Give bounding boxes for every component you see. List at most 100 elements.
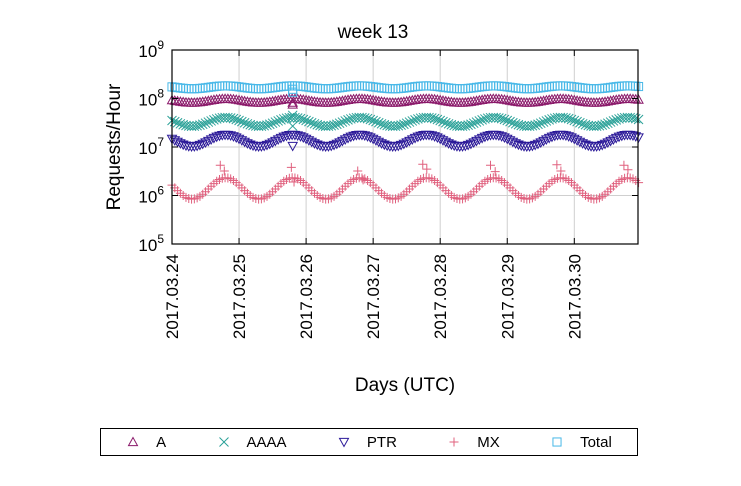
x-axis: 2017.03.24 2017.03.25 2017.03.26 2017.03.27…	[163, 50, 584, 339]
data-point	[197, 139, 209, 150]
data-point	[491, 81, 501, 91]
data-point	[259, 120, 270, 131]
data-point	[189, 142, 200, 152]
data-point	[616, 131, 628, 142]
data-point	[592, 84, 602, 94]
series-ptr	[166, 130, 644, 153]
data-point	[619, 160, 629, 170]
data-point	[318, 84, 328, 94]
data-point	[513, 83, 523, 93]
legend-marker	[338, 437, 350, 448]
data-point	[382, 83, 392, 94]
data-point	[449, 83, 459, 94]
data-point	[178, 119, 189, 130]
data-point	[501, 134, 513, 145]
data-point	[360, 81, 370, 91]
data-point	[217, 81, 227, 91]
data-point	[287, 110, 298, 121]
data-point	[215, 160, 225, 170]
data-point	[446, 119, 457, 130]
data-point	[200, 138, 211, 149]
data-point	[490, 167, 500, 177]
data-point	[416, 81, 426, 91]
data-point	[418, 81, 428, 91]
data-point	[264, 119, 275, 130]
data-point	[326, 120, 337, 131]
data-point	[323, 84, 334, 94]
data-point	[476, 133, 488, 144]
data-point	[546, 132, 558, 143]
data-point	[189, 84, 199, 94]
data-point	[275, 133, 287, 144]
x-tick-label: 2017.03.30	[565, 254, 584, 339]
data-point	[569, 115, 580, 126]
data-point	[359, 113, 370, 123]
data-point	[568, 134, 580, 145]
data-point	[251, 84, 261, 94]
data-point	[496, 113, 507, 124]
data-point	[370, 95, 382, 105]
data-point	[312, 83, 322, 93]
data-point	[527, 141, 538, 152]
data-point	[287, 81, 297, 91]
data-point	[549, 131, 561, 142]
data-point	[197, 119, 208, 130]
legend-marker	[449, 437, 459, 447]
data-point	[292, 113, 303, 123]
x-tick-label: 2017.03.24	[163, 254, 182, 339]
data-point	[446, 83, 456, 93]
data-point	[331, 139, 343, 150]
data-point	[225, 113, 236, 123]
data-point	[505, 116, 515, 127]
data-point	[480, 114, 490, 124]
data-point	[203, 117, 214, 127]
legend-item-mx: MX	[447, 434, 500, 451]
data-point	[239, 117, 250, 128]
data-point	[219, 166, 229, 176]
data-point	[533, 119, 543, 130]
data-point	[516, 83, 526, 94]
data-point	[192, 84, 202, 94]
data-point	[507, 117, 518, 128]
data-point	[510, 118, 521, 129]
data-point	[535, 138, 547, 149]
data-point	[287, 99, 299, 109]
y-tick-label: 108	[138, 87, 164, 110]
data-point	[276, 115, 286, 125]
data-point	[328, 140, 340, 151]
data-point	[236, 116, 247, 127]
data-point	[329, 83, 339, 93]
data-point	[342, 133, 354, 144]
x-tick-label: 2017.03.25	[230, 254, 249, 339]
data-point	[293, 81, 303, 91]
data-point	[379, 119, 390, 130]
data-point	[468, 118, 479, 129]
y-axis-label: Requests/Hour	[104, 83, 125, 210]
data-point	[401, 138, 413, 149]
data-point	[194, 140, 206, 151]
data-point	[195, 120, 205, 130]
data-point	[234, 115, 244, 126]
data-point	[191, 141, 203, 152]
data-point	[413, 81, 423, 91]
data-point	[564, 81, 574, 91]
legend-label: Total	[580, 433, 612, 451]
data-point	[594, 141, 605, 152]
data-point	[211, 132, 223, 143]
data-point	[535, 118, 546, 129]
data-point	[358, 175, 368, 185]
data-point	[443, 118, 454, 129]
x-tick-label: 2017.03.28	[431, 254, 450, 339]
data-point	[530, 83, 540, 93]
data-point	[284, 81, 294, 91]
data-point	[422, 164, 432, 174]
data-point	[287, 97, 299, 107]
data-point	[597, 120, 608, 130]
data-point	[527, 120, 538, 131]
data-point	[410, 115, 420, 125]
data-point	[233, 134, 245, 145]
legend-label: PTR	[366, 433, 397, 451]
data-point	[242, 118, 253, 129]
data-point	[395, 140, 407, 151]
data-point	[407, 116, 418, 126]
